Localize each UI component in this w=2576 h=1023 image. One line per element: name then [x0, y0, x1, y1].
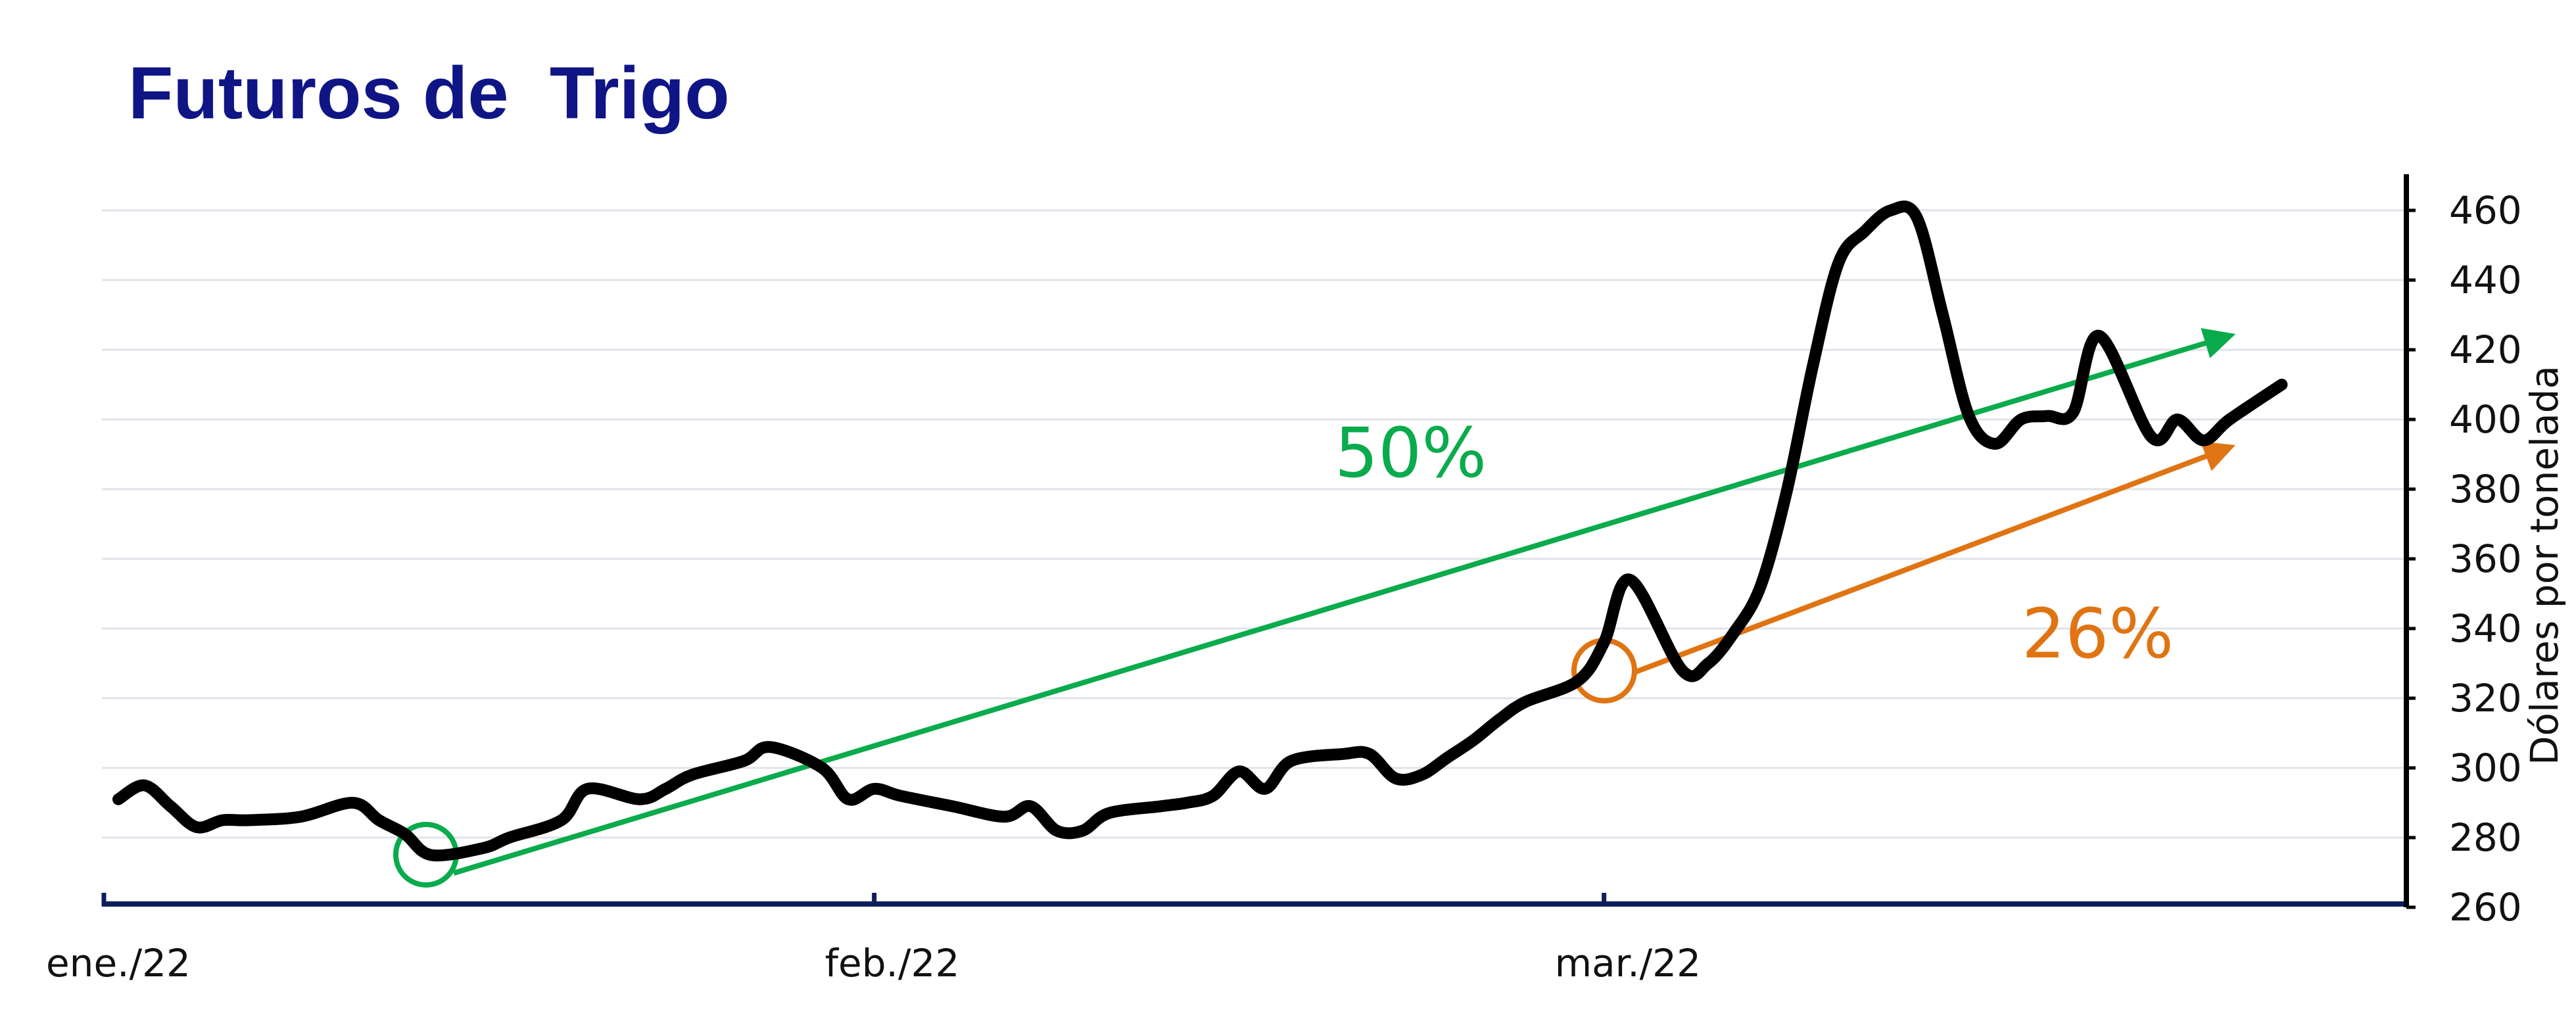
annotation-label: 50%: [1335, 413, 1487, 493]
x-tick-label: feb./22: [825, 941, 960, 986]
y-tick-label: 280: [2449, 815, 2522, 860]
x-axis-ticks: ene./22 feb./22 mar./22: [46, 893, 1701, 986]
y-tick-label: 420: [2449, 327, 2522, 372]
annotations: 50% 26%: [393, 327, 2236, 888]
y-tick-label: 300: [2449, 746, 2522, 790]
annotation-arrow: [452, 327, 2236, 876]
y-tick-label: 360: [2449, 536, 2522, 581]
y-tick-label: 320: [2449, 676, 2522, 721]
series-line-wheat-futures: [112, 201, 2288, 862]
y-tick-label: 260: [2449, 885, 2522, 930]
y-axis-ticks: 260 280 300 320 340 360 380 400 420 440 460: [2406, 188, 2522, 930]
gridlines: [102, 209, 2406, 839]
y-tick-label: 340: [2449, 606, 2522, 651]
y-axis-label: Dólares por tonelada: [2522, 366, 2567, 765]
x-tick-label: mar./22: [1555, 941, 1701, 986]
y-tick-label: 440: [2449, 258, 2522, 302]
y-tick-label: 400: [2449, 397, 2522, 442]
chart-title: Futuros de Trigo: [128, 52, 730, 134]
y-tick-label: 380: [2449, 467, 2522, 512]
y-tick-label: 460: [2449, 188, 2522, 233]
annotation-label: 26%: [2022, 594, 2174, 674]
x-tick-label: ene./22: [46, 941, 191, 986]
